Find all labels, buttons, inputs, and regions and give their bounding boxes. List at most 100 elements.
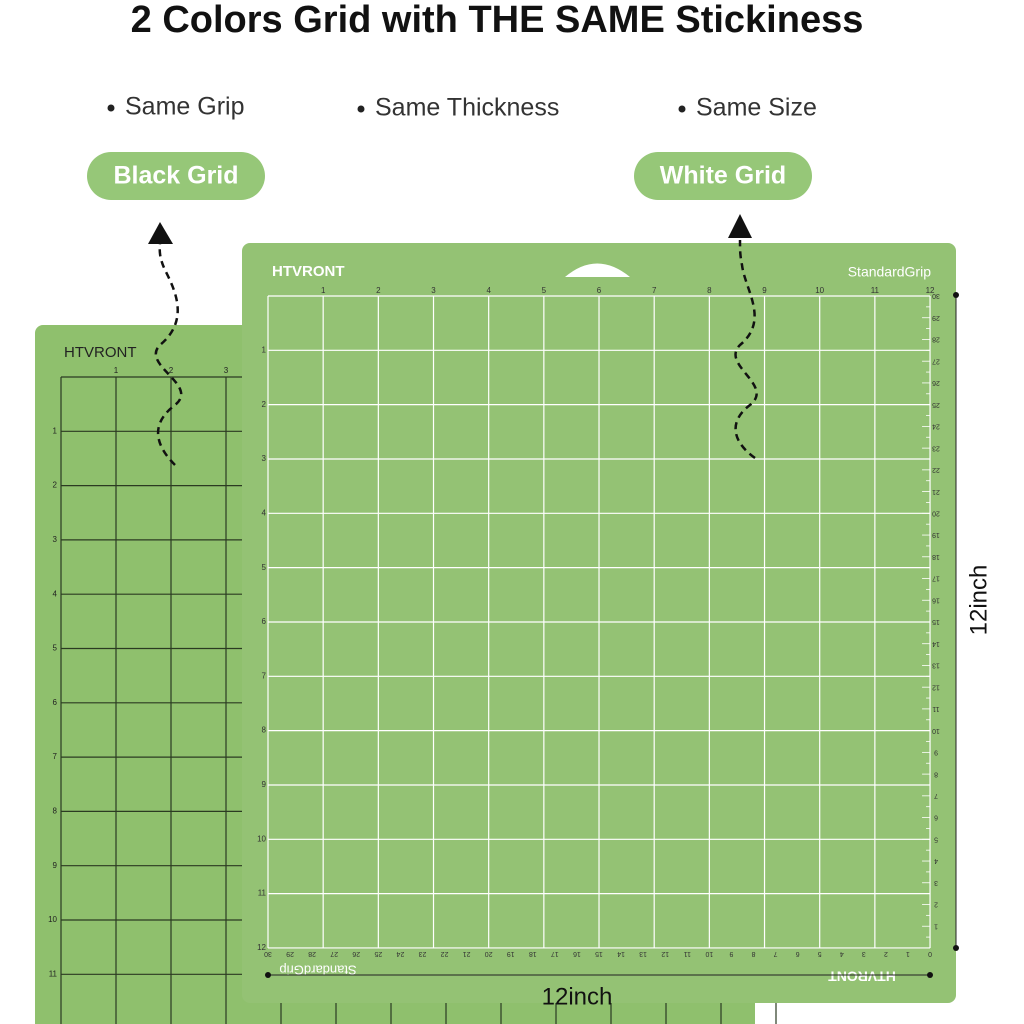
dimension-dot — [265, 972, 271, 978]
ruler-label: 4 — [262, 508, 267, 517]
ruler-label: 7 — [262, 671, 267, 680]
ruler-label: 27 — [330, 950, 338, 957]
ruler-label: 3 — [862, 950, 866, 957]
ruler-label: 2 — [262, 400, 267, 409]
ruler-label: 5 — [818, 950, 822, 957]
ruler-label: 1 — [906, 950, 910, 957]
ruler-label: 6 — [262, 617, 267, 626]
ruler-label: 11 — [932, 705, 939, 712]
ruler-label: 16 — [932, 596, 940, 603]
ruler-label: 7 — [53, 752, 58, 761]
ruler-label: 4 — [53, 589, 58, 598]
ruler-label: 8 — [751, 950, 755, 957]
feature: Same Grip — [125, 93, 244, 121]
ruler-label: 5 — [542, 286, 547, 295]
ruler-label: 0 — [928, 950, 932, 957]
ruler-label: 9 — [262, 780, 267, 789]
ruler-label: 15 — [932, 618, 940, 625]
badge-label: White Grid — [660, 162, 786, 190]
ruler-label: 1 — [53, 426, 58, 435]
badge-label: Black Grid — [113, 162, 238, 190]
ruler-label: 2 — [934, 901, 938, 908]
ruler-label: 17 — [551, 950, 559, 957]
ruler-label: 7 — [934, 792, 938, 799]
ruler-label: 16 — [573, 950, 581, 957]
ruler-label: 10 — [48, 915, 57, 924]
ruler-label: 9 — [934, 749, 938, 756]
badge — [87, 152, 265, 200]
ruler-label: 6 — [597, 286, 602, 295]
arrow — [154, 241, 183, 466]
ruler-label: 22 — [441, 950, 449, 957]
ruler-label: 20 — [932, 509, 940, 516]
ruler-label: 24 — [932, 423, 940, 430]
ruler-label: 3 — [224, 366, 229, 375]
ruler-label: 25 — [932, 401, 940, 408]
ruler-label: 9 — [53, 861, 58, 870]
ruler-label: 29 — [286, 950, 294, 957]
ruler-label: 9 — [729, 950, 733, 957]
ruler-label: 11 — [871, 286, 880, 295]
ruler-label: 8 — [707, 286, 712, 295]
ruler-label: 12 — [932, 683, 940, 690]
ruler-label: 21 — [932, 488, 940, 495]
bullet — [678, 105, 686, 113]
dimension-dot — [953, 292, 959, 298]
ruler-label: 26 — [932, 379, 940, 386]
ruler-label: 5 — [53, 644, 58, 653]
title: 2 Colors Grid with THE SAME Stickiness — [131, 0, 864, 41]
ruler-label: 2 — [53, 481, 58, 490]
ruler-label: 24 — [396, 950, 404, 957]
ruler-label: 23 — [418, 950, 426, 957]
ruler-label: 3 — [431, 286, 436, 295]
ruler-label: 10 — [932, 727, 940, 734]
brand-logo: HTVRONT — [272, 263, 345, 280]
arrowhead — [148, 222, 173, 244]
ruler-label: 18 — [932, 553, 940, 560]
ruler-label: 8 — [934, 770, 938, 777]
feature: Same Thickness — [375, 94, 559, 122]
arrow — [734, 239, 758, 460]
ruler-label: 10 — [257, 834, 266, 843]
grip-label: StandardGrip — [279, 963, 356, 978]
ruler-label: 12 — [926, 286, 935, 295]
bullet — [107, 104, 115, 112]
ruler-label: 22 — [932, 466, 940, 473]
ruler-label: 25 — [374, 950, 382, 957]
brand-logo: HTVRONT — [64, 344, 137, 361]
dimension-dot — [953, 945, 959, 951]
ruler-label: 6 — [53, 698, 58, 707]
ruler-label: 7 — [652, 286, 657, 295]
badge — [634, 152, 812, 200]
ruler-label: 11 — [258, 889, 267, 898]
ruler-label: 10 — [705, 950, 713, 957]
ruler-label: 6 — [796, 950, 800, 957]
ruler-label: 20 — [485, 950, 493, 957]
hang-hole — [565, 263, 630, 277]
ruler-label: 21 — [463, 950, 471, 957]
ruler-label: 2 — [884, 950, 888, 957]
ruler-label: 30 — [264, 950, 272, 957]
ruler-label: 10 — [815, 286, 824, 295]
ruler-label: 12 — [257, 943, 266, 952]
ruler-label: 2 — [376, 286, 381, 295]
ruler-label: 6 — [934, 814, 938, 821]
bullet — [357, 105, 365, 113]
feature: Same Size — [696, 94, 817, 122]
ruler-label: 3 — [934, 879, 938, 886]
ruler-label: 13 — [639, 950, 647, 957]
ruler-label: 18 — [529, 950, 537, 957]
ruler-label: 4 — [934, 857, 938, 864]
ruler-label: 13 — [932, 662, 940, 669]
ruler-label: 4 — [840, 950, 844, 957]
ruler-label: 4 — [486, 286, 491, 295]
ruler-label: 14 — [932, 640, 940, 647]
ruler-label: 9 — [762, 286, 767, 295]
grip-label: StandardGrip — [848, 264, 931, 280]
ruler-label: 7 — [774, 950, 778, 957]
ruler-label: 12 — [661, 950, 669, 957]
width-label: 12inch — [542, 983, 613, 1010]
ruler-label: 19 — [507, 950, 515, 957]
